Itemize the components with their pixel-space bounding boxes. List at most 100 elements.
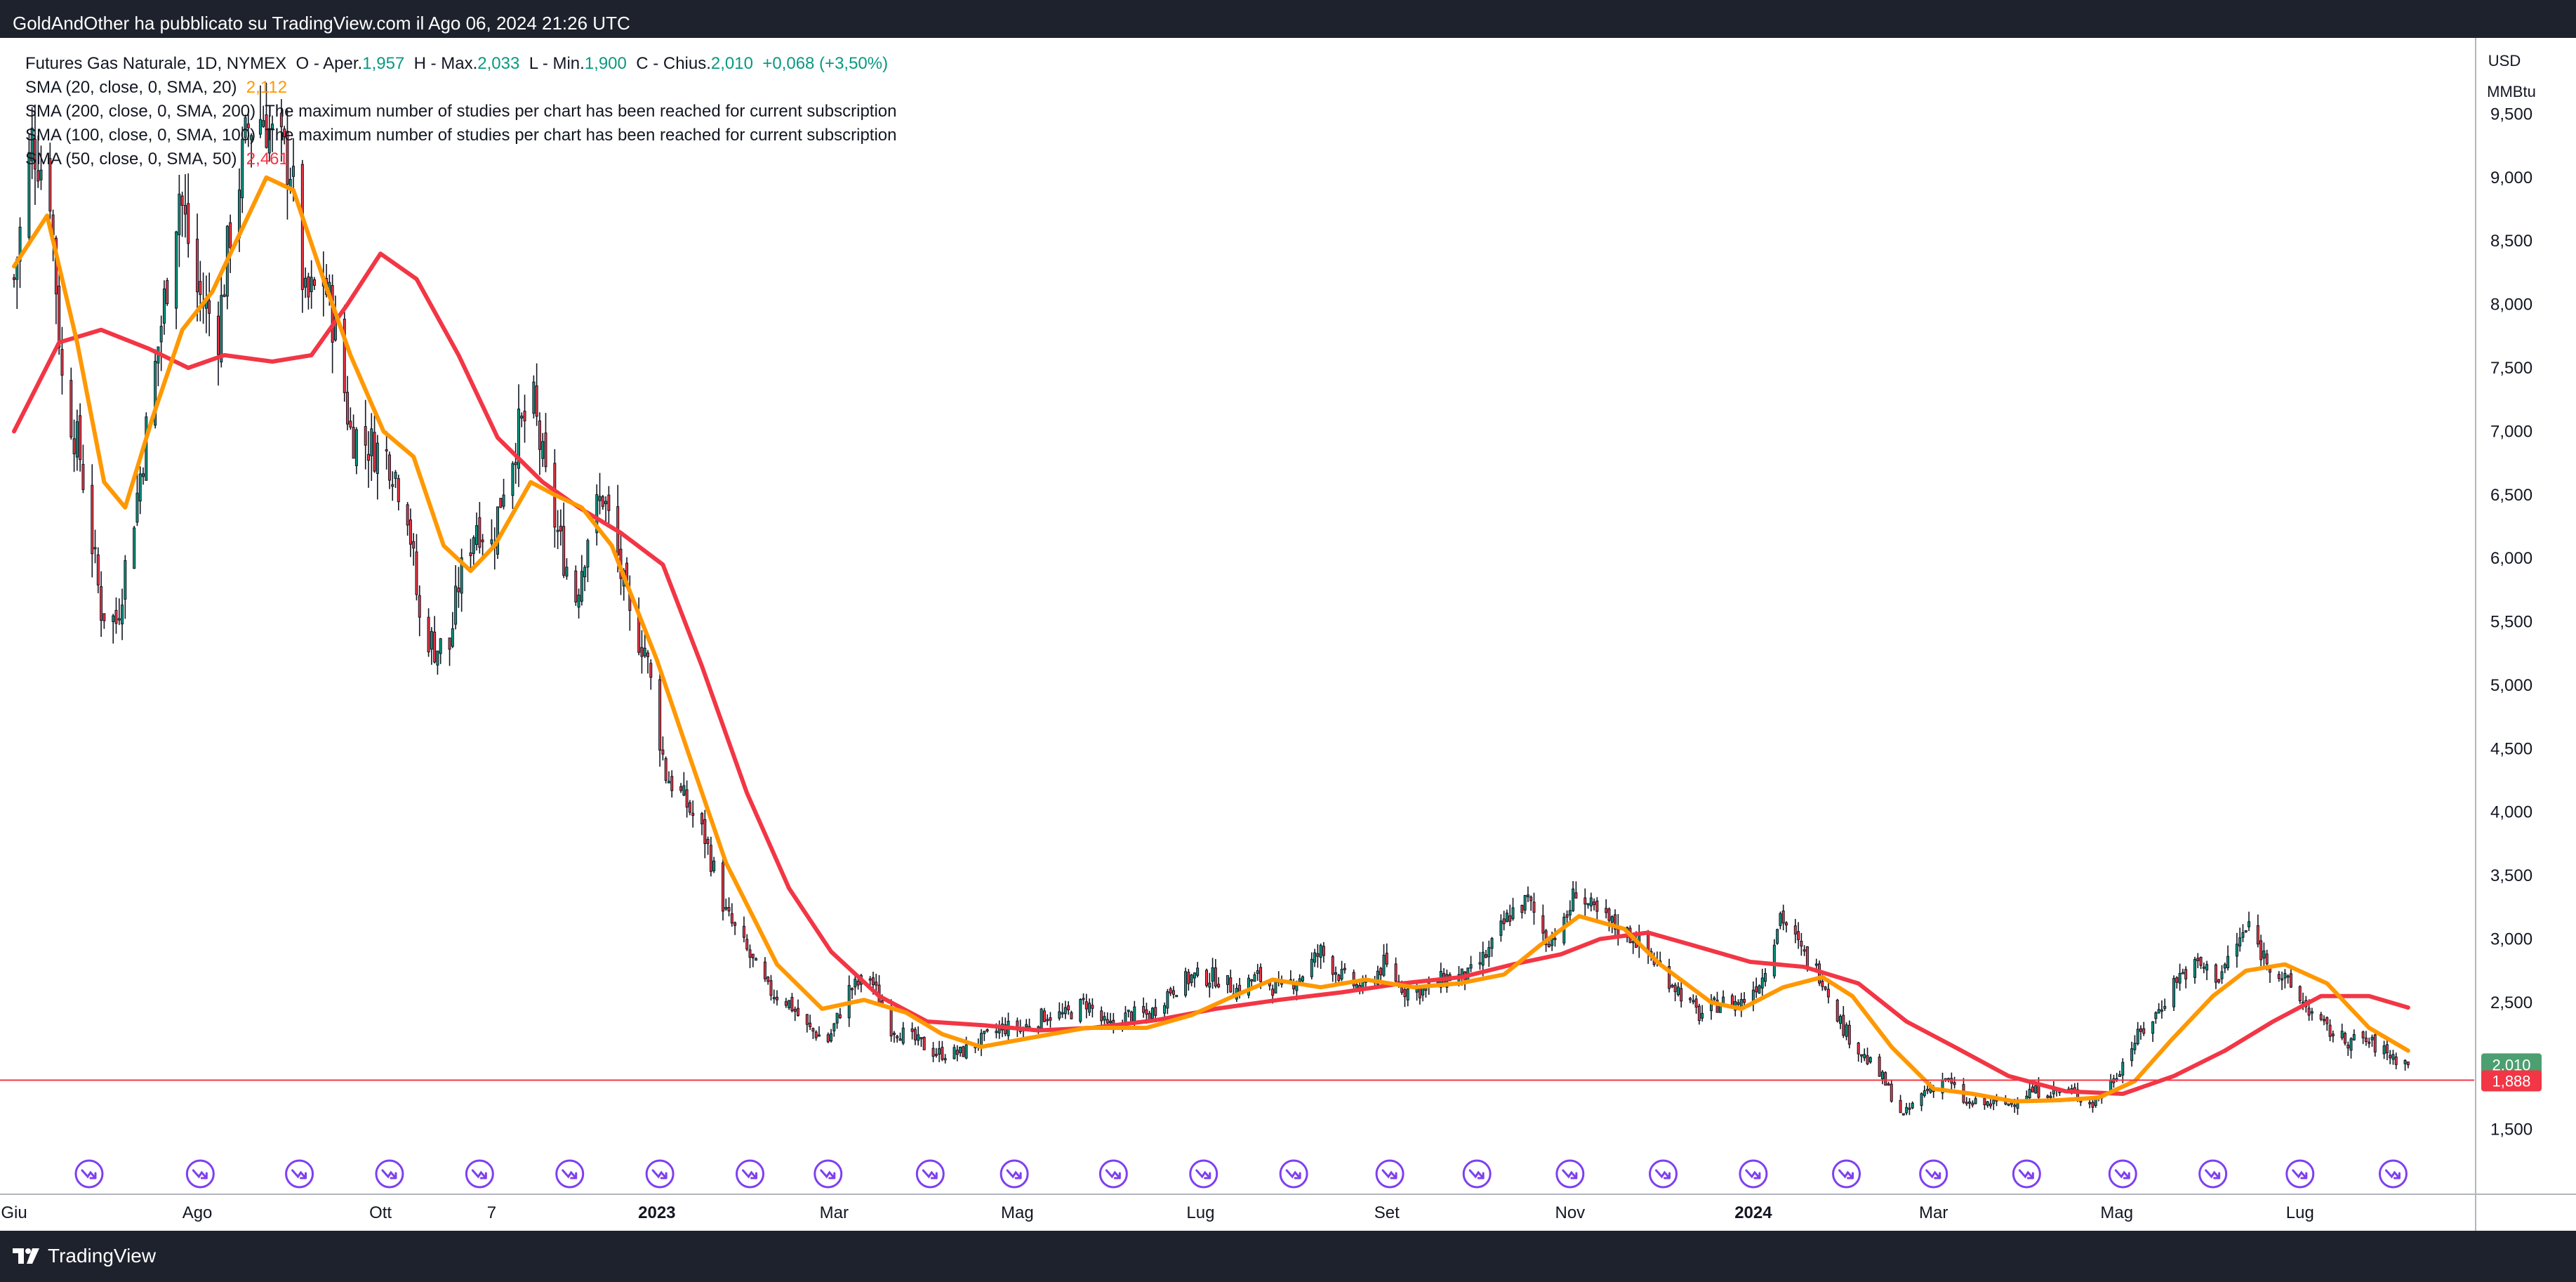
candle-body <box>1908 1107 1911 1110</box>
candle-body <box>292 166 296 177</box>
y-tick-label: 4,000 <box>2490 803 2532 822</box>
candle-body <box>2259 940 2263 960</box>
candle-body <box>279 112 283 128</box>
candle-body <box>2199 956 2203 966</box>
candle-body <box>265 114 268 148</box>
candle-body <box>1701 1012 1704 1019</box>
candle-body <box>1130 1011 1134 1022</box>
event-marker-arrow <box>2114 1169 2130 1179</box>
candle-body <box>1298 978 1301 982</box>
candle-body <box>2016 1102 2019 1109</box>
candle-body <box>910 1028 914 1032</box>
candle-body <box>1842 1015 1845 1036</box>
event-marker-arrow <box>1745 1169 1761 1179</box>
x-tick-label: Ago <box>182 1203 213 1222</box>
candle-body <box>751 953 755 958</box>
candle-body <box>583 567 587 578</box>
candle-body <box>1256 970 1259 974</box>
candle-body <box>1040 1008 1043 1029</box>
candle-body <box>1878 1057 1881 1077</box>
candle-body <box>406 504 409 526</box>
candle-body <box>1905 1106 1908 1114</box>
candle-body <box>2091 1102 2094 1108</box>
candle-body <box>830 1033 833 1042</box>
candle-body <box>1697 1005 1701 1022</box>
candle-body <box>2088 1102 2092 1104</box>
candle-body <box>580 571 583 602</box>
candle-body <box>39 169 43 180</box>
candle-body <box>2262 950 2266 959</box>
candle-body <box>48 158 52 212</box>
candle-body <box>1127 1010 1130 1012</box>
candle-body <box>1145 1009 1148 1015</box>
candle-body <box>1610 916 1614 923</box>
candle-body <box>1532 901 1536 913</box>
candle-body <box>81 463 85 490</box>
legend-sma20-row[interactable]: SMA (20, close, 0, SMA, 20) 2,112 <box>25 76 897 100</box>
legend-sma100-row[interactable]: SMA (100, close, 0, SMA, 100) The maximu… <box>25 124 897 147</box>
candle-body <box>917 1034 920 1041</box>
candle-body <box>959 1047 962 1053</box>
candle-body <box>934 1054 938 1057</box>
candle-body <box>93 547 97 550</box>
candle-body <box>1352 972 1355 986</box>
event-marker-arrow <box>1925 1169 1941 1179</box>
candle-body <box>661 749 665 755</box>
candle-body <box>679 786 683 791</box>
candle-body <box>1301 976 1304 982</box>
candle-body <box>889 1005 893 1037</box>
candle-body <box>1403 989 1407 998</box>
chart-area[interactable]: USDMMBtu1,5002,0002,5003,0003,5004,0004,… <box>0 38 2576 1231</box>
candle-body <box>1802 949 1806 952</box>
candle-body <box>352 427 355 459</box>
candle-body <box>1088 1003 1091 1013</box>
candle-body <box>1082 998 1085 1000</box>
candle-body <box>1887 1083 1890 1086</box>
candle-body <box>1319 945 1322 958</box>
candle-body <box>175 231 178 309</box>
candle-body <box>1983 1097 1986 1106</box>
candle-body <box>1673 984 1677 993</box>
candle-body <box>1776 929 1779 944</box>
candle-body <box>2289 973 2292 988</box>
candle-body <box>755 958 758 961</box>
candle-body <box>1743 998 1746 1003</box>
candle-body <box>1523 894 1527 911</box>
candle-body <box>892 1032 896 1035</box>
candle-body <box>896 1036 899 1038</box>
candle-body <box>1247 977 1250 996</box>
candle-body <box>709 845 712 872</box>
candle-body <box>229 222 232 249</box>
candle-body <box>1772 944 1776 977</box>
y-tick-label: 7,000 <box>2490 422 2532 441</box>
candle-body <box>2235 944 2238 957</box>
legend-symbol[interactable]: Futures Gas Naturale, 1D, NYMEX <box>25 54 287 73</box>
candle-body <box>457 587 460 593</box>
legend-sma200-row[interactable]: SMA (200, close, 0, SMA, 200) The maximu… <box>25 100 897 124</box>
candle-body <box>1868 1057 1872 1063</box>
event-marker-arrow <box>1838 1169 1854 1179</box>
candle-body <box>1671 984 1674 988</box>
candle-body <box>1866 1055 1869 1064</box>
candle-body <box>2178 972 2182 984</box>
candle-body <box>565 567 569 577</box>
candle-body <box>1025 1024 1028 1028</box>
candle-body <box>312 279 316 286</box>
legend-sma50-row[interactable]: SMA (50, close, 0, SMA, 50) 2,461 <box>25 147 897 171</box>
candle-body <box>1680 988 1683 1002</box>
candle-body <box>1184 971 1188 996</box>
candle-body <box>962 1046 965 1057</box>
candle-body <box>721 862 724 912</box>
candle-body <box>1676 986 1680 996</box>
candle-body <box>776 996 779 1000</box>
legend-symbol-row: Futures Gas Naturale, 1D, NYMEX O - Aper… <box>25 52 897 76</box>
tradingview-logo[interactable]: TradingView <box>13 1245 156 1267</box>
candle-body <box>75 421 79 458</box>
candle-body <box>835 1012 839 1024</box>
candle-body <box>2286 975 2290 978</box>
candle-body <box>454 586 458 625</box>
candlestick-chart[interactable]: USDMMBtu1,5002,0002,5003,0003,5004,0004,… <box>0 38 2576 1231</box>
candle-body <box>1899 1099 1902 1114</box>
candle-body <box>2256 925 2259 945</box>
candle-body <box>1847 1024 1851 1045</box>
